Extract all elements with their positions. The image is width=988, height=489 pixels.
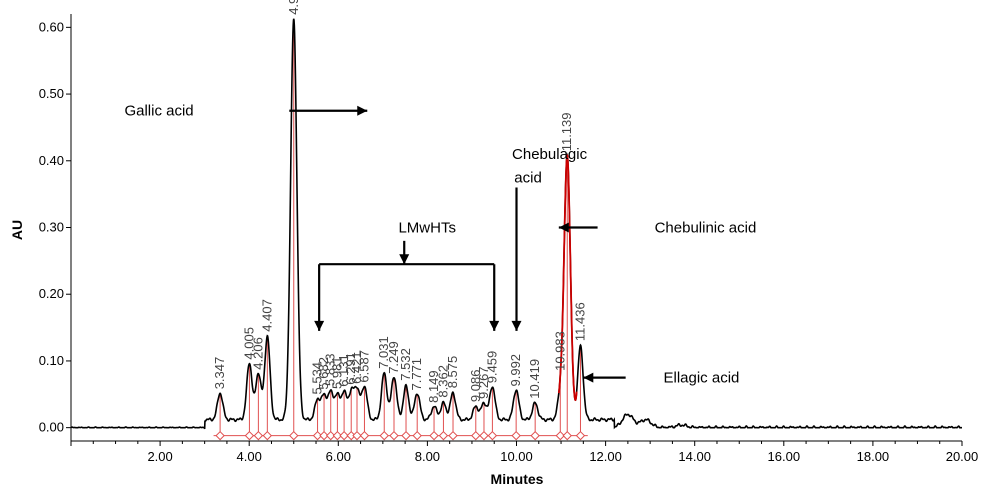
annotations: Gallic acid Chebulagic acid LMwHTs Chebulini… xyxy=(124,103,756,387)
peak-label: 10.419 xyxy=(527,359,542,399)
chromatogram-trace xyxy=(70,18,962,430)
peak-marker xyxy=(289,430,299,441)
compound-annotation: Gallic acid xyxy=(124,103,193,120)
axes: 0.00 0.10 0.20 0.30 0.40 0.50 0.60 2.00 4.00 6.00… xyxy=(39,14,979,464)
x-tick-label: 2.00 xyxy=(147,449,172,464)
peak-label: 7.249 xyxy=(386,341,401,374)
peak-marker xyxy=(262,430,273,441)
peak-label: 5.682 xyxy=(316,357,331,390)
arrow-head xyxy=(558,222,569,233)
peak-label: 4.999 xyxy=(286,0,301,15)
x-tick-label: 16.00 xyxy=(768,449,801,464)
y-axis-title: AU xyxy=(9,220,25,240)
compound-annotation: Chebulinic acid xyxy=(655,220,757,237)
peak-label: 6.291 xyxy=(343,352,358,385)
peak-label: 4.206 xyxy=(250,337,265,370)
compound-annotation: Chebulagic xyxy=(512,146,588,163)
peak-marker xyxy=(429,430,439,441)
peak-marker xyxy=(359,430,370,441)
peak-label: 9.459 xyxy=(484,351,499,384)
x-tick-label: 18.00 xyxy=(857,449,890,464)
peak-label: 3.347 xyxy=(212,357,227,390)
peak-label: 8.575 xyxy=(445,356,460,389)
y-tick-label: 0.50 xyxy=(39,86,64,101)
arrow-head xyxy=(511,320,522,331)
peak-marker xyxy=(471,430,481,441)
peak-label: 6.587 xyxy=(357,350,372,383)
peak-marker xyxy=(448,430,458,441)
peak-label: 5.833 xyxy=(323,353,338,386)
x-tick-label: 10.00 xyxy=(500,449,533,464)
y-tick-label: 0.60 xyxy=(39,19,64,34)
y-tick-label: 0.30 xyxy=(39,220,64,235)
peak-label: 11.139 xyxy=(559,113,574,152)
peak-marker xyxy=(575,430,586,441)
arrow-head xyxy=(314,320,325,331)
peak-label: 9.086 xyxy=(468,370,483,403)
compound-annotation: LMwHTs xyxy=(398,220,456,237)
x-tick-label: 20.00 xyxy=(946,449,979,464)
peak-label: 11.436 xyxy=(573,302,588,341)
x-tick-label: 12.00 xyxy=(589,449,622,464)
peak-label: 8.362 xyxy=(435,365,450,398)
x-tick-label: 8.00 xyxy=(415,449,440,464)
compound-annotation: acid xyxy=(514,169,542,186)
peak-label: 10.983 xyxy=(552,331,567,371)
arrow-head xyxy=(357,105,368,116)
peak-label: 7.771 xyxy=(409,358,424,391)
x-tick-label: 6.00 xyxy=(326,449,351,464)
arrow-head xyxy=(489,320,500,331)
x-tick-label: 14.00 xyxy=(678,449,711,464)
peak-label: 4.407 xyxy=(259,299,274,332)
highlight-trace xyxy=(557,154,578,402)
peak-marker xyxy=(253,430,264,441)
peak-label: 8.149 xyxy=(426,370,441,403)
trace-line xyxy=(70,18,962,430)
peak-label: 9.267 xyxy=(476,366,491,399)
y-tick-label: 0.40 xyxy=(39,153,64,168)
arrow-head xyxy=(583,372,594,383)
arrow-head xyxy=(399,254,410,265)
peak-label: 5.534 xyxy=(310,362,325,395)
peak-marker xyxy=(511,430,521,441)
peak-label: 6.421 xyxy=(349,351,364,384)
x-tick-label: 4.00 xyxy=(237,449,262,464)
peak-label: 5.981 xyxy=(329,356,344,389)
y-tick-label: 0.10 xyxy=(39,353,64,368)
peak-markers xyxy=(213,18,588,441)
peak-marker xyxy=(479,430,489,441)
y-tick-label: 0.20 xyxy=(39,286,64,301)
peak-marker xyxy=(379,430,389,441)
peak-label: 7.031 xyxy=(376,336,391,369)
peak-marker xyxy=(244,430,255,441)
peak-marker xyxy=(401,430,411,441)
compound-annotation: Ellagic acid xyxy=(664,370,740,387)
peak-label: 4.005 xyxy=(241,327,256,360)
peak-marker xyxy=(215,430,225,441)
peak-label: 6.131 xyxy=(336,354,351,387)
y-tick-label: 0.00 xyxy=(39,420,64,435)
peak-label: 9.992 xyxy=(508,354,523,387)
peak-marker xyxy=(487,430,498,441)
peak-marker xyxy=(530,430,540,441)
peak-marker xyxy=(389,430,399,441)
peak-label: 7.532 xyxy=(398,348,413,381)
peak-marker xyxy=(562,430,572,441)
peak-marker xyxy=(412,430,422,441)
x-axis-title: Minutes xyxy=(491,471,544,487)
peak-marker xyxy=(438,430,449,441)
